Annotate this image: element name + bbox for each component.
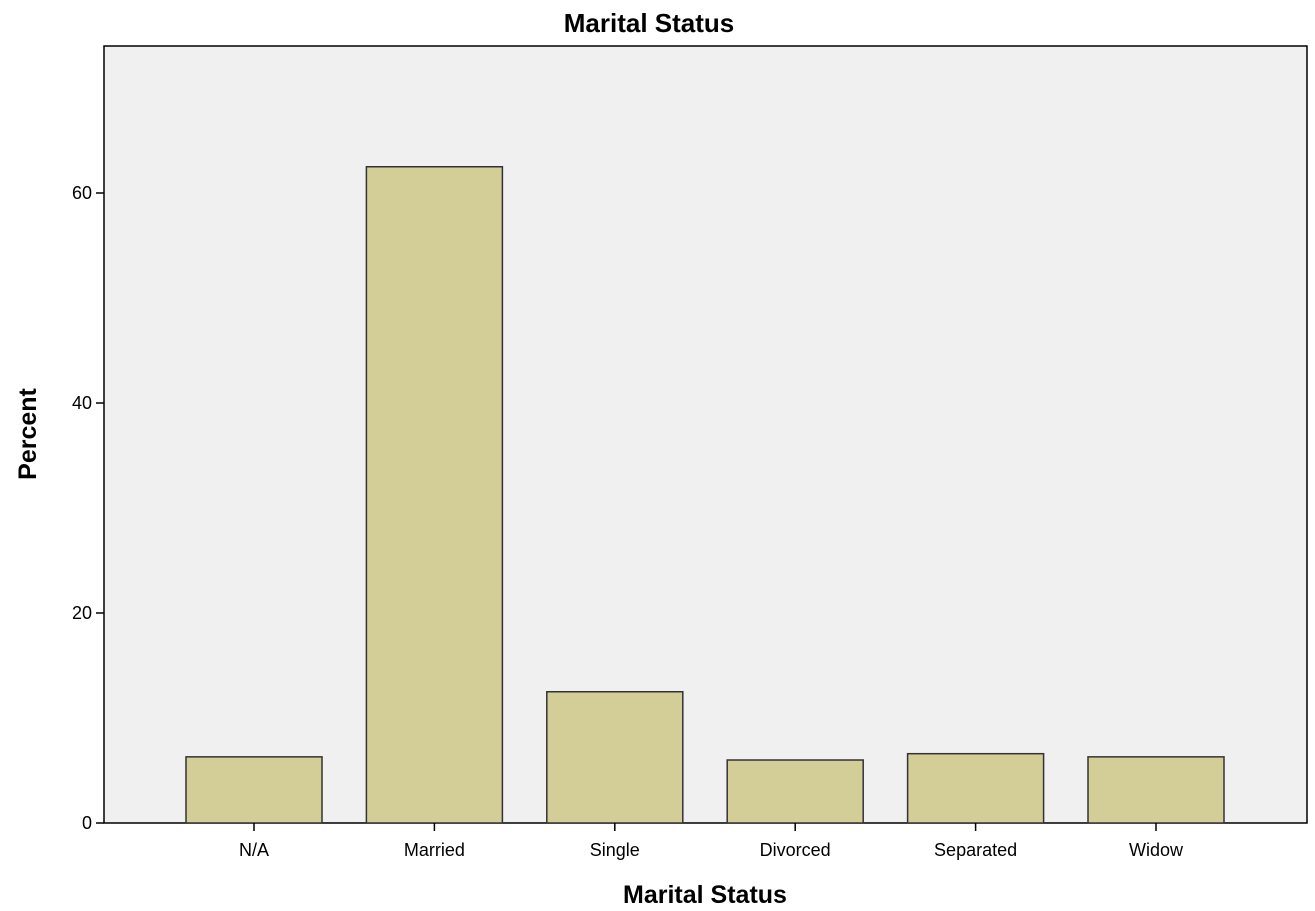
x-tick-label: Divorced	[760, 840, 831, 860]
x-axis: N/A Married Single Divorced Separated Widow	[239, 823, 1184, 860]
bar-n-a	[185, 756, 323, 824]
y-tick-label: 20	[72, 603, 92, 623]
x-tick-label: Married	[404, 840, 465, 860]
x-tick-label: Separated	[934, 840, 1017, 860]
bar-separated	[906, 752, 1045, 824]
y-tick-label: 0	[82, 813, 92, 833]
bar-single	[546, 691, 684, 824]
x-axis-title: Marital Status	[623, 881, 787, 909]
bars-group	[185, 166, 1225, 824]
x-tick-label: Widow	[1129, 840, 1184, 860]
x-tick-label: N/A	[239, 840, 269, 860]
x-tick-label: Single	[590, 840, 640, 860]
bar-married	[365, 166, 504, 824]
y-axis: 0 20 40 60	[72, 183, 104, 833]
chart-title: Marital Status	[564, 8, 735, 38]
y-axis-title: Percent	[14, 387, 42, 479]
y-tick-label: 60	[72, 183, 92, 203]
bar-widow	[1087, 756, 1225, 824]
y-tick-label: 40	[72, 393, 92, 413]
plot-area	[103, 45, 1308, 824]
bar-divorced	[726, 759, 864, 824]
